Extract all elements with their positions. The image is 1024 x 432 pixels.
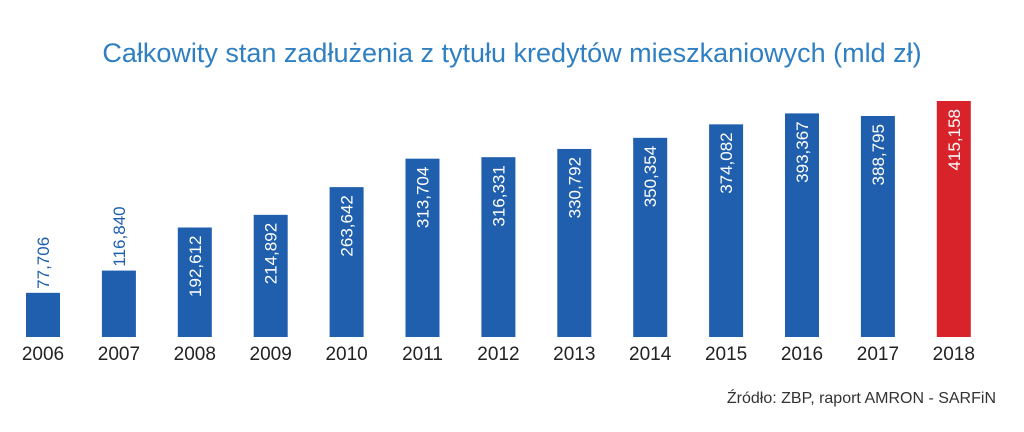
bar-value-label-2018: 415,158 [945, 109, 964, 170]
x-tick-label-2009: 2009 [250, 344, 292, 365]
bar-value-label-2013: 330,792 [565, 157, 584, 218]
bar-value-label-2014: 350,354 [641, 146, 660, 207]
bar-value-label-2015: 374,082 [717, 132, 736, 193]
bar-2014 [633, 137, 668, 337]
x-tick-label-2015: 2015 [705, 344, 747, 365]
bar-value-label-2017: 388,795 [869, 124, 888, 185]
x-tick-label-2018: 2018 [933, 344, 975, 365]
x-tick-label-2007: 2007 [98, 344, 140, 365]
bar-value-label-2008: 192,612 [186, 236, 205, 297]
bar-2011 [405, 158, 440, 337]
x-tick-label-2008: 2008 [174, 344, 216, 365]
bar-2008 [177, 227, 212, 337]
x-tick-label-2010: 2010 [325, 344, 367, 365]
bar-2012 [481, 157, 516, 337]
bar-2018 [936, 101, 971, 337]
bar-2007 [101, 270, 136, 337]
bar-value-label-2010: 263,642 [338, 195, 357, 256]
bar-value-label-2016: 393,367 [793, 121, 812, 182]
x-tick-label-2011: 2011 [402, 344, 443, 365]
bar-2015 [709, 124, 744, 337]
bar-value-label-2007: 116,840 [110, 206, 129, 266]
bar-value-label-2012: 316,331 [489, 165, 508, 226]
bar-2009 [253, 214, 288, 337]
bar-2017 [860, 115, 895, 337]
bar-value-label-2011: 313,704 [414, 167, 433, 228]
x-tick-label-2014: 2014 [629, 344, 672, 365]
source-note: Źródło: ZBP, raport AMRON - SARFiN [726, 390, 996, 407]
x-tick-label-2016: 2016 [781, 344, 823, 365]
x-tick-label-2006: 2006 [22, 344, 64, 365]
bar-2010 [329, 187, 364, 337]
x-tick-label-2013: 2013 [553, 344, 595, 365]
x-tick-label-2017: 2017 [857, 344, 899, 365]
bar-value-label-2006: 77,706 [34, 237, 53, 289]
chart-title: Całkowity stan zadłużenia z tytułu kredy… [102, 38, 922, 68]
bar-2006 [26, 292, 60, 337]
bar-2013 [557, 148, 592, 337]
x-tick-label-2012: 2012 [477, 344, 519, 365]
bar-2016 [785, 113, 819, 338]
bar-value-label-2009: 214,892 [262, 223, 281, 284]
